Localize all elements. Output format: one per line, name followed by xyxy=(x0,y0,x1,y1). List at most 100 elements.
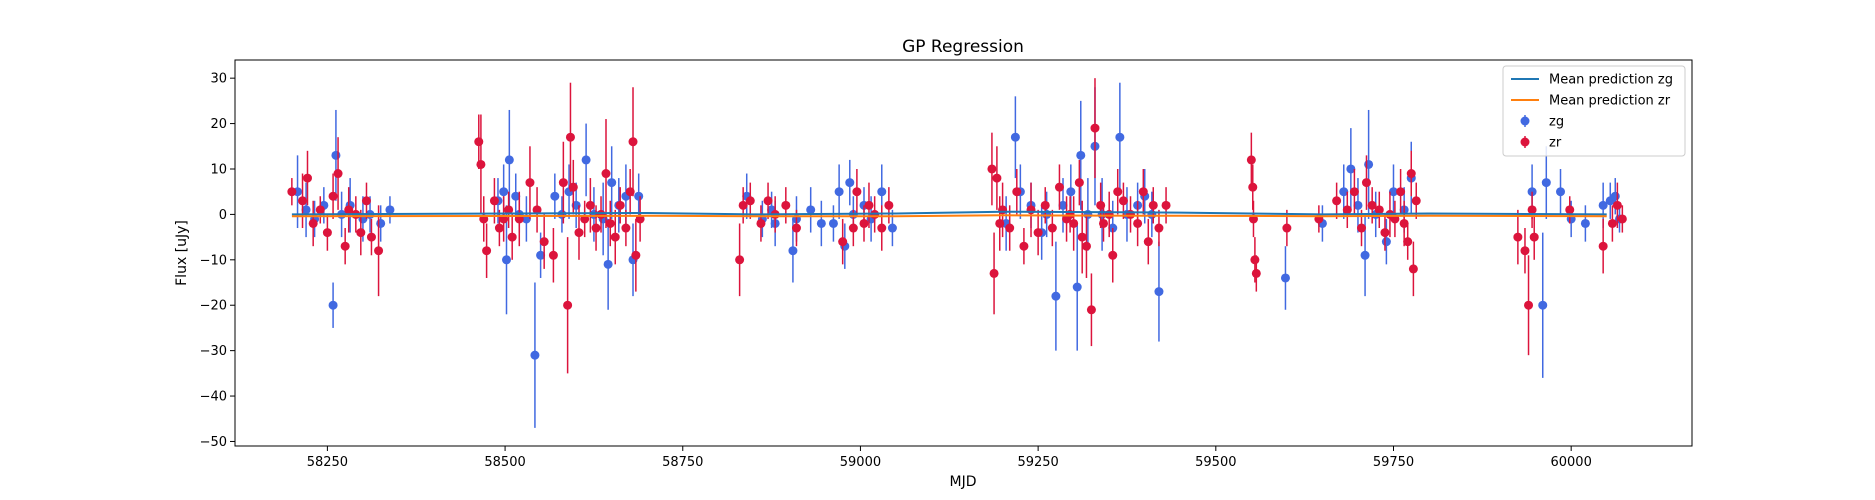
legend-label: zr xyxy=(1549,136,1562,151)
data-point-zr xyxy=(340,241,350,251)
x-tick-label: 59250 xyxy=(1017,455,1058,470)
data-point-zr xyxy=(1408,264,1418,274)
data-point-zr xyxy=(1054,182,1064,192)
data-point-zg xyxy=(607,178,617,188)
y-tick-label: 0 xyxy=(219,208,227,223)
data-point-zr xyxy=(482,246,492,256)
data-point-zr xyxy=(1332,196,1342,206)
data-point-zr xyxy=(989,268,999,278)
data-point-zg xyxy=(511,191,521,201)
data-point-zr xyxy=(791,223,801,233)
mean-lines-layer xyxy=(291,210,1607,218)
data-point-zr xyxy=(315,205,325,215)
data-point-zg xyxy=(557,209,567,219)
data-point-zr xyxy=(998,205,1008,215)
data-point-zg xyxy=(1115,132,1125,142)
data-point-zr xyxy=(548,250,558,260)
data-point-zr xyxy=(333,169,343,179)
data-point-zr xyxy=(601,169,611,179)
data-point-zr xyxy=(558,178,568,188)
data-point-zr xyxy=(574,228,584,238)
data-point-zr xyxy=(565,132,575,142)
points-layer xyxy=(287,78,1627,428)
data-point-zr xyxy=(1033,228,1043,238)
data-point-zr xyxy=(1069,218,1079,228)
data-point-zr xyxy=(476,159,486,169)
legend-label: Mean prediction zr xyxy=(1549,94,1671,109)
data-point-zg xyxy=(385,205,395,215)
data-point-zg xyxy=(1538,300,1548,310)
data-point-zr xyxy=(302,173,312,183)
data-point-zr xyxy=(1342,205,1352,215)
data-point-zr xyxy=(1138,187,1148,197)
data-point-zg xyxy=(828,218,838,228)
legend-swatch-marker xyxy=(1520,116,1530,126)
data-point-zg xyxy=(816,218,826,228)
data-point-zr xyxy=(1248,182,1258,192)
x-tick-label: 58750 xyxy=(662,455,703,470)
axes-frame xyxy=(234,59,1693,447)
data-point-zr xyxy=(1081,241,1091,251)
data-point-zr xyxy=(1361,178,1371,188)
data-point-zr xyxy=(1612,200,1622,210)
data-point-zr xyxy=(992,173,1002,183)
data-point-zr xyxy=(1148,200,1158,210)
data-point-zr xyxy=(1367,200,1377,210)
data-point-zr xyxy=(308,218,318,228)
data-point-zr xyxy=(1357,223,1367,233)
data-point-zr xyxy=(1047,223,1057,233)
data-point-zr xyxy=(1077,232,1087,242)
mean-line-0 xyxy=(291,210,1607,216)
data-point-zr xyxy=(1143,237,1153,247)
data-point-zr xyxy=(1246,155,1256,165)
y-tick-label: 20 xyxy=(210,117,227,132)
data-point-zr xyxy=(322,228,332,238)
data-point-zr xyxy=(366,232,376,242)
x-tick-label: 59000 xyxy=(840,455,881,470)
data-point-zr xyxy=(1161,200,1171,210)
data-point-zr xyxy=(1527,205,1537,215)
data-point-zr xyxy=(287,187,297,197)
data-point-zr xyxy=(1411,196,1421,206)
y-tick-label: 30 xyxy=(210,72,227,87)
data-point-zr xyxy=(1126,209,1136,219)
data-point-zr xyxy=(298,196,308,206)
data-point-zr xyxy=(474,137,484,147)
data-point-zg xyxy=(1051,291,1061,301)
data-point-zr xyxy=(1019,241,1029,251)
data-point-zr xyxy=(1154,223,1164,233)
data-point-zr xyxy=(1113,187,1123,197)
data-point-zg xyxy=(1353,200,1363,210)
data-point-zr xyxy=(596,209,606,219)
data-point-zr xyxy=(615,200,625,210)
y-tick-label: −20 xyxy=(200,299,227,314)
data-point-zr xyxy=(884,200,894,210)
data-point-zg xyxy=(550,191,560,201)
data-point-zr xyxy=(1529,232,1539,242)
data-point-zr xyxy=(763,196,773,206)
data-point-zg xyxy=(301,205,311,215)
y-axis: −50 −40 −30 −20 −10 0 10 20 30 xyxy=(200,72,235,450)
x-tick-label: 59500 xyxy=(1195,455,1236,470)
data-point-zr xyxy=(568,182,578,192)
y-axis-label: Flux [uJy] xyxy=(174,220,190,286)
chart-title: GP Regression xyxy=(902,37,1024,57)
data-point-zg xyxy=(581,155,591,165)
data-point-zg xyxy=(1360,250,1370,260)
data-point-zr xyxy=(1251,268,1261,278)
data-point-zg xyxy=(887,223,897,233)
data-point-zg xyxy=(1154,287,1164,297)
data-point-zr xyxy=(1598,241,1608,251)
data-point-zg xyxy=(1556,187,1566,197)
data-point-zg xyxy=(806,205,816,215)
data-point-zr xyxy=(738,200,748,210)
data-point-zg xyxy=(331,150,341,160)
data-point-zr xyxy=(1406,169,1416,179)
mean-line-1 xyxy=(291,214,1607,218)
data-point-zr xyxy=(1026,205,1036,215)
data-point-zg xyxy=(1066,187,1076,197)
data-point-zg xyxy=(1076,150,1086,160)
data-point-zr xyxy=(504,205,514,215)
data-point-zg xyxy=(1346,164,1356,174)
